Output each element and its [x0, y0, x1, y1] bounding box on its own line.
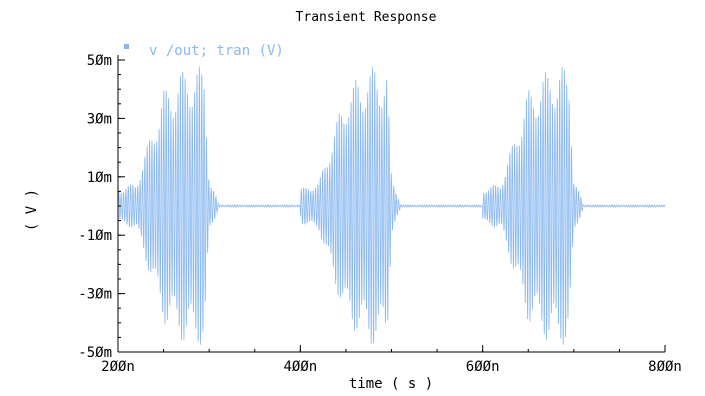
y-tick-label: -3Øm: [78, 287, 112, 303]
x-tick-label: 2ØØn: [101, 359, 135, 375]
series-line-out: [117, 66, 666, 345]
y-tick-label: 3Øm: [87, 111, 112, 127]
chart-title: Transient Response: [296, 10, 437, 25]
x-tick-label: 4ØØn: [283, 359, 317, 375]
y-tick-label: -5Øm: [78, 345, 112, 361]
x-tick-label: 6ØØn: [466, 359, 500, 375]
y-ticks: 5Øm 3Øm 1Øm -1Øm -3Øm -5Øm: [78, 53, 125, 361]
legend: v /out; tran (V): [124, 43, 284, 59]
legend-marker: [124, 44, 129, 49]
x-tick-label: 8ØØn: [648, 359, 682, 375]
x-axis-label: time ( s ): [349, 376, 433, 392]
y-tick-label: 5Øm: [87, 53, 112, 69]
y-axis-label: ( V ): [24, 189, 40, 231]
signal-trace-group: [117, 66, 666, 345]
y-tick-label: -1Øm: [78, 228, 112, 244]
x-ticks: 2ØØn 4ØØn 6ØØn 8ØØn: [101, 345, 682, 375]
y-tick-label: 1Øm: [87, 170, 112, 186]
legend-label-out: v /out; tran (V): [149, 43, 284, 59]
